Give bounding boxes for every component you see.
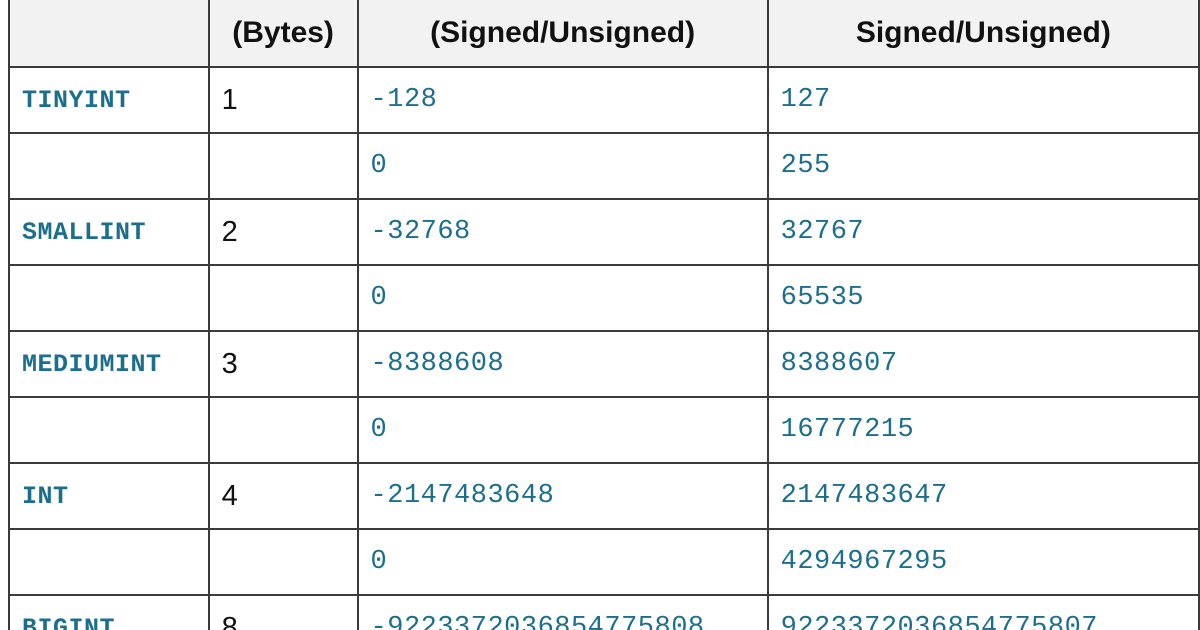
table-row: MEDIUMINT 3 -8388608 8388607 xyxy=(8,330,1200,398)
table-row: 0 16777215 xyxy=(8,396,1200,464)
max-value-cell: 32767 xyxy=(766,198,1200,266)
bytes-cell xyxy=(207,132,359,200)
min-value-cell: 0 xyxy=(356,132,769,200)
header-type xyxy=(8,0,210,68)
type-cell xyxy=(8,528,210,596)
bytes-cell: 4 xyxy=(207,462,359,530)
bytes-cell: 2 xyxy=(207,198,359,266)
type-cell: TINYINT xyxy=(8,66,210,134)
min-value-cell: 0 xyxy=(356,264,769,332)
max-value-cell: 8388607 xyxy=(766,330,1200,398)
bytes-cell: 8 xyxy=(207,594,359,630)
max-value-cell: 4294967295 xyxy=(766,528,1200,596)
table-row: 0 4294967295 xyxy=(8,528,1200,596)
max-value-cell: 16777215 xyxy=(766,396,1200,464)
table-header-row: (Bytes) (Signed/Unsigned) Signed/Unsigne… xyxy=(8,0,1200,68)
integer-types-table: (Bytes) (Signed/Unsigned) Signed/Unsigne… xyxy=(8,0,1200,630)
type-cell: MEDIUMINT xyxy=(8,330,210,398)
table-row: SMALLINT 2 -32768 32767 xyxy=(8,198,1200,266)
type-cell xyxy=(8,264,210,332)
table-row: INT 4 -2147483648 2147483647 xyxy=(8,462,1200,530)
min-value-cell: -9223372036854775808 xyxy=(356,594,769,630)
type-cell: INT xyxy=(8,462,210,530)
bytes-cell xyxy=(207,396,359,464)
bytes-cell: 1 xyxy=(207,66,359,134)
max-value-cell: 127 xyxy=(766,66,1200,134)
min-value-cell: -32768 xyxy=(356,198,769,266)
type-cell xyxy=(8,396,210,464)
bytes-cell xyxy=(207,264,359,332)
min-value-cell: -8388608 xyxy=(356,330,769,398)
table-row: 0 255 xyxy=(8,132,1200,200)
table-row: BIGINT 8 -9223372036854775808 9223372036… xyxy=(8,594,1200,630)
bytes-cell xyxy=(207,528,359,596)
max-value-cell: 65535 xyxy=(766,264,1200,332)
type-cell: BIGINT xyxy=(8,594,210,630)
bytes-cell: 3 xyxy=(207,330,359,398)
min-value-cell: -2147483648 xyxy=(356,462,769,530)
min-value-cell: -128 xyxy=(356,66,769,134)
table-row: 0 65535 xyxy=(8,264,1200,332)
type-cell xyxy=(8,132,210,200)
header-maximum-value: Signed/Unsigned) xyxy=(766,0,1200,68)
type-cell: SMALLINT xyxy=(8,198,210,266)
min-value-cell: 0 xyxy=(356,396,769,464)
min-value-cell: 0 xyxy=(356,528,769,596)
header-storage-bytes: (Bytes) xyxy=(207,0,359,68)
max-value-cell: 2147483647 xyxy=(766,462,1200,530)
table-row: TINYINT 1 -128 127 xyxy=(8,66,1200,134)
max-value-cell: 9223372036854775807 xyxy=(766,594,1200,630)
header-minimum-value: (Signed/Unsigned) xyxy=(356,0,769,68)
max-value-cell: 255 xyxy=(766,132,1200,200)
